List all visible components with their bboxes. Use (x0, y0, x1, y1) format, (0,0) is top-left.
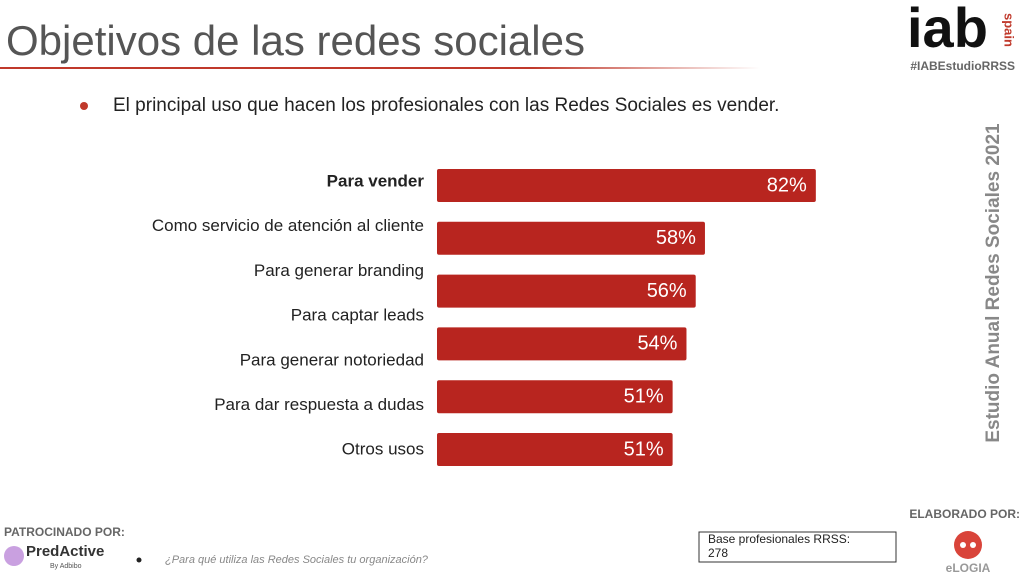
logo: iab (907, 0, 988, 59)
base-value: 278 (708, 546, 728, 560)
value-label: 82% (767, 174, 807, 196)
author-label: ELABORADO POR: (909, 507, 1020, 521)
bar (437, 380, 673, 414)
bar (437, 433, 673, 466)
author-icon (954, 531, 982, 559)
category-label: Para dar respuesta a dudas (214, 395, 424, 414)
category-label: Como servicio de atención al cliente (152, 216, 424, 235)
author-icon-eye (970, 542, 976, 548)
value-label: 56% (647, 280, 687, 302)
subtitle: El principal uso que hacen los profesion… (113, 95, 779, 116)
bar (437, 221, 705, 255)
category-label: Otros usos (342, 440, 424, 459)
base-label: Base profesionales RRSS: (708, 532, 850, 546)
sponsor-icon (4, 546, 24, 566)
author: eLOGIA (946, 561, 991, 575)
value-label: 51% (624, 385, 664, 407)
category-label: Para generar branding (254, 261, 424, 280)
category-label: Para vender (327, 171, 425, 190)
author-icon-eye (960, 542, 966, 548)
title: Objetivos de las redes sociales (6, 17, 585, 64)
value-label: 54% (637, 333, 677, 355)
question: ¿Para qué utiliza las Redes Sociales tu … (165, 554, 429, 566)
sponsor-sub: By Adbibo (50, 563, 82, 570)
side-text: Estudio Anual Redes Sociales 2021 (983, 123, 1004, 443)
hashtag: #IABEstudioRRSS (910, 59, 1015, 73)
bullet (80, 102, 88, 110)
logo-sub: spain (1002, 13, 1017, 47)
category-label: Para captar leads (291, 306, 424, 325)
category-label: Para generar notoriedad (240, 350, 424, 369)
bar (437, 327, 687, 361)
base-box (698, 531, 897, 563)
bullet (136, 557, 142, 563)
title-underline (0, 67, 760, 69)
value-label: 58% (656, 227, 696, 249)
bar (437, 169, 816, 202)
value-label: 51% (624, 438, 664, 460)
sponsor-label: PATROCINADO POR: (4, 525, 125, 539)
sponsor: PredActive (26, 543, 104, 560)
bar (437, 274, 696, 308)
